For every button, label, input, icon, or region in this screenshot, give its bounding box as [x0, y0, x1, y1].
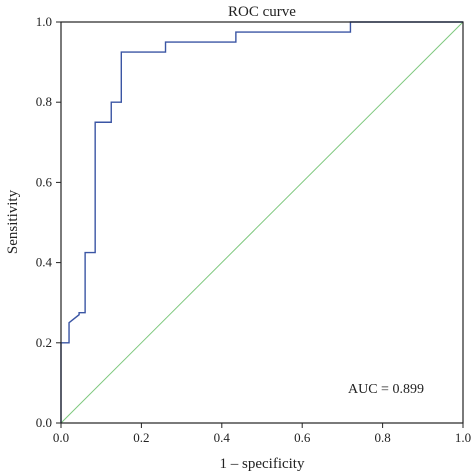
x-tick-label: 0.6 [294, 430, 311, 445]
y-tick-label: 1.0 [36, 14, 52, 29]
auc-annotation: AUC = 0.899 [348, 382, 424, 397]
x-tick-label: 0.8 [374, 430, 390, 445]
y-tick-label: 0.2 [36, 335, 52, 350]
reference-diagonal-line [60, 21, 464, 424]
y-tick-label: 0.0 [36, 415, 52, 430]
plot-frame [60, 21, 464, 424]
chart-title: ROC curve [228, 4, 296, 20]
y-tick-label: 0.6 [36, 174, 53, 189]
x-tick-label: 0.2 [133, 430, 149, 445]
x-tick-label: 0.4 [214, 430, 231, 445]
axis-ticks: 0.0 0.2 0.4 0.6 0.8 1.0 0.0 0.2 0.4 0.6 0.8 1.0 [36, 14, 471, 445]
y-tick-label: 0.8 [36, 94, 52, 109]
x-tick-label: 1.0 [455, 430, 471, 445]
y-tick-label: 0.4 [36, 255, 53, 270]
x-tick-label: 0.0 [53, 430, 69, 445]
x-axis-label: 1 – specificity [220, 456, 305, 472]
roc-curve-line [60, 21, 463, 423]
y-axis-label: Sensitivity [5, 189, 21, 254]
plot-area [60, 21, 464, 424]
